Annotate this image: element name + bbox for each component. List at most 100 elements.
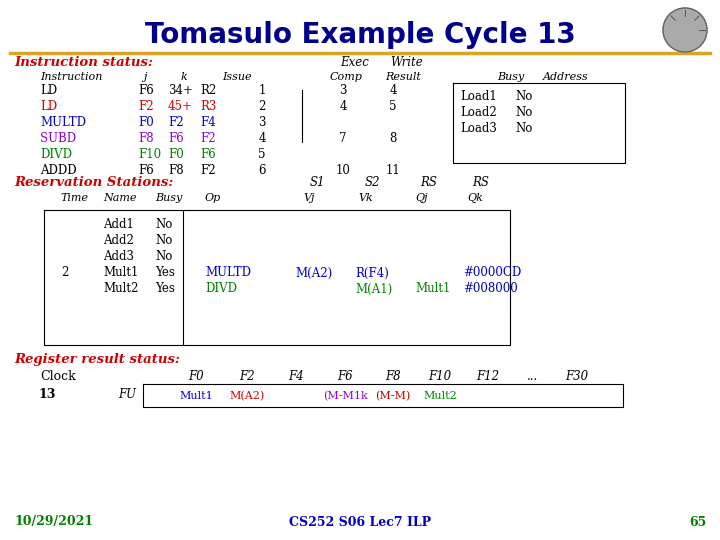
Text: Qj: Qj: [415, 193, 428, 203]
Text: 4: 4: [390, 84, 397, 98]
Text: Issue: Issue: [222, 72, 251, 82]
Text: F10: F10: [138, 148, 161, 161]
Text: M(A1): M(A1): [355, 282, 392, 295]
Text: 4: 4: [258, 132, 266, 145]
Text: 6: 6: [258, 165, 266, 178]
Text: R2: R2: [200, 84, 216, 98]
Text: 10: 10: [336, 165, 351, 178]
Text: F2: F2: [200, 165, 215, 178]
Text: RS: RS: [420, 176, 437, 188]
Circle shape: [663, 8, 707, 52]
Text: F2: F2: [239, 370, 255, 383]
Text: Add1: Add1: [103, 218, 134, 231]
Text: Yes: Yes: [155, 282, 175, 295]
Text: F6: F6: [168, 132, 184, 145]
Text: 5: 5: [258, 148, 266, 161]
Text: Comp: Comp: [330, 72, 363, 82]
Text: F6: F6: [138, 84, 154, 98]
Text: LD: LD: [40, 84, 57, 98]
Text: No: No: [515, 122, 532, 134]
Text: 8: 8: [390, 132, 397, 145]
Text: Yes: Yes: [155, 267, 175, 280]
Text: F8: F8: [168, 165, 184, 178]
Text: F8: F8: [385, 370, 401, 383]
Text: F0: F0: [168, 148, 184, 161]
Text: Mult1: Mult1: [179, 391, 213, 401]
Text: Result: Result: [385, 72, 421, 82]
Text: 2: 2: [258, 100, 266, 113]
Text: Mult2: Mult2: [103, 282, 138, 295]
Text: (M-M): (M-M): [375, 391, 410, 401]
Text: Load1: Load1: [460, 90, 497, 103]
Text: MULTD: MULTD: [205, 267, 251, 280]
Text: No: No: [515, 105, 532, 118]
Text: RS: RS: [472, 176, 489, 188]
Text: Qk: Qk: [467, 193, 483, 203]
Text: #008000: #008000: [463, 282, 518, 295]
Text: ...: ...: [527, 370, 539, 383]
Text: Address: Address: [543, 72, 589, 82]
Text: 2: 2: [61, 267, 68, 280]
Text: No: No: [155, 218, 172, 231]
Text: R3: R3: [200, 100, 217, 113]
Text: F2: F2: [200, 132, 215, 145]
Text: Mult1: Mult1: [103, 267, 138, 280]
Text: Name: Name: [103, 193, 137, 203]
Text: 4: 4: [339, 100, 347, 113]
Text: j: j: [143, 72, 146, 82]
Text: Clock: Clock: [40, 370, 76, 383]
Text: 11: 11: [386, 165, 400, 178]
Text: Vj: Vj: [303, 193, 315, 203]
Text: 10/29/2021: 10/29/2021: [14, 516, 93, 529]
Text: F0: F0: [138, 117, 154, 130]
Text: No: No: [155, 249, 172, 262]
Text: CS252 S06 Lec7 ILP: CS252 S06 Lec7 ILP: [289, 516, 431, 529]
Text: F6: F6: [200, 148, 216, 161]
Text: MULTD: MULTD: [40, 117, 86, 130]
Text: DIVD: DIVD: [40, 148, 72, 161]
Text: 13: 13: [38, 388, 55, 402]
Text: No: No: [515, 90, 532, 103]
Text: F30: F30: [565, 370, 588, 383]
Text: Load2: Load2: [460, 105, 497, 118]
Text: Add2: Add2: [103, 233, 134, 246]
Text: M(A2): M(A2): [230, 391, 265, 401]
Text: DIVD: DIVD: [205, 282, 237, 295]
Text: F4: F4: [200, 117, 216, 130]
Text: 7: 7: [339, 132, 347, 145]
Text: Add3: Add3: [103, 249, 134, 262]
Text: Load3: Load3: [460, 122, 497, 134]
Text: Write: Write: [390, 57, 423, 70]
Text: k: k: [181, 72, 188, 82]
Text: Exec: Exec: [340, 57, 369, 70]
Text: 1: 1: [258, 84, 266, 98]
Text: 5: 5: [390, 100, 397, 113]
Text: Register result status:: Register result status:: [14, 354, 180, 367]
Text: R(F4): R(F4): [355, 267, 389, 280]
Text: F12: F12: [477, 370, 500, 383]
Text: 34+: 34+: [168, 84, 193, 98]
Text: Instruction: Instruction: [40, 72, 102, 82]
Text: 65: 65: [689, 516, 706, 529]
Text: S2: S2: [365, 176, 380, 188]
Text: FU: FU: [118, 388, 136, 402]
Text: F8: F8: [138, 132, 153, 145]
Text: 3: 3: [258, 117, 266, 130]
Text: F6: F6: [337, 370, 353, 383]
Text: F2: F2: [138, 100, 153, 113]
Text: Mult2: Mult2: [423, 391, 457, 401]
Text: F10: F10: [428, 370, 451, 383]
Text: Op: Op: [205, 193, 221, 203]
Text: F0: F0: [188, 370, 204, 383]
Text: Busy: Busy: [155, 193, 182, 203]
Text: Reservation Stations:: Reservation Stations:: [14, 176, 174, 188]
Text: F2: F2: [168, 117, 184, 130]
Text: 3: 3: [339, 84, 347, 98]
Text: Busy: Busy: [497, 72, 524, 82]
Text: Time: Time: [60, 193, 88, 203]
Text: SUBD: SUBD: [40, 132, 76, 145]
Text: No: No: [155, 233, 172, 246]
Text: Instruction status:: Instruction status:: [14, 57, 153, 70]
Text: (M-M1k: (M-M1k: [323, 391, 367, 401]
Text: S1: S1: [310, 176, 325, 188]
